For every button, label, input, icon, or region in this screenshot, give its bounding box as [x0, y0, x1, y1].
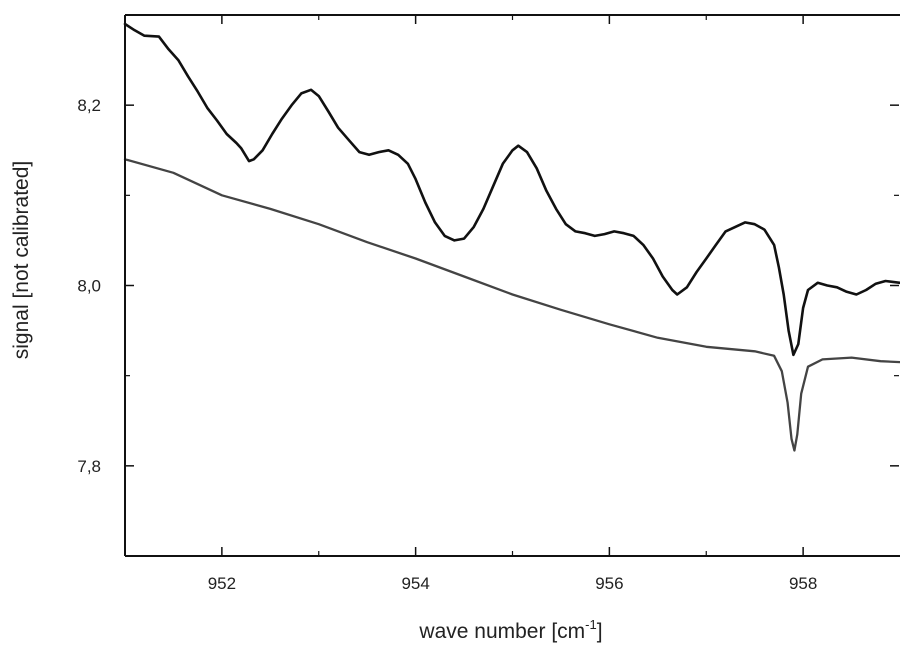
y-axis-title: signal [not calibrated] — [10, 161, 33, 359]
y-tick-label: 8,2 — [77, 96, 101, 115]
x-axis-title-suffix: ] — [597, 620, 603, 643]
x-axis-title: wave number [cm-1] — [418, 617, 602, 643]
y-tick-label: 7,8 — [77, 457, 101, 476]
x-tick-label: 954 — [401, 574, 429, 593]
x-axis-title-prefix: wave number [cm — [418, 620, 585, 643]
x-axis-title-superscript: -1 — [585, 617, 597, 632]
x-tick-label: 958 — [789, 574, 817, 593]
series-line-2 — [123, 158, 900, 452]
series-line-1 — [123, 22, 900, 357]
x-tick-label: 952 — [208, 574, 236, 593]
x-tick-label: 956 — [595, 574, 623, 593]
y-tick-label: 8,0 — [77, 277, 101, 296]
